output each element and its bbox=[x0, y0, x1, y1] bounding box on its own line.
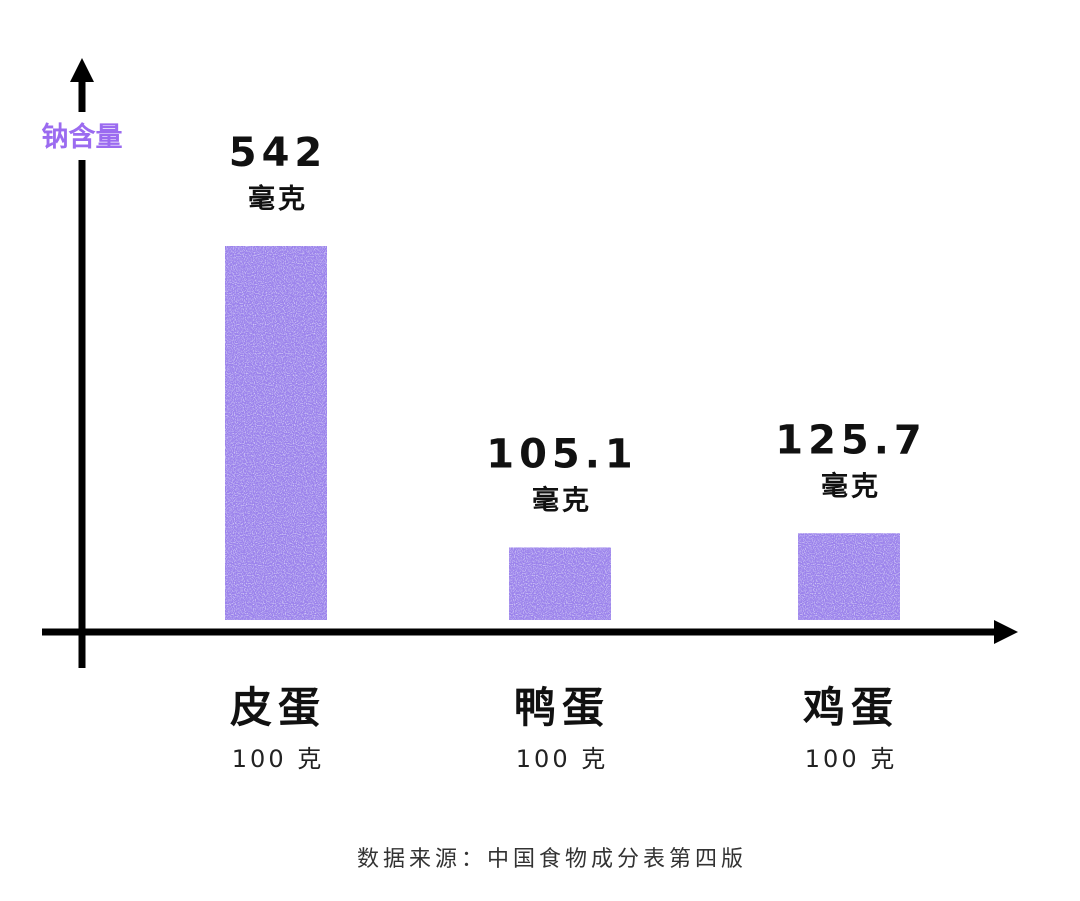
bar-3 bbox=[798, 533, 900, 620]
category-label-2: 鸭蛋 bbox=[514, 683, 610, 732]
data-source: 数据来源：中国食物成分表第四版 bbox=[357, 847, 747, 872]
category-label-3: 鸡蛋 bbox=[803, 683, 899, 732]
bar-unit-label-2: 毫克 bbox=[532, 484, 592, 516]
bars bbox=[225, 246, 900, 620]
y-axis-label: 钠含量 bbox=[42, 121, 123, 153]
labels: 毫克 542 皮蛋 100 克 毫克 105.1 鸭蛋 100 克 毫克 125.7 鸡蛋 100 克 bbox=[229, 130, 927, 773]
y-axis-arrow bbox=[70, 58, 94, 82]
category-sublabel-1: 100 克 bbox=[232, 745, 324, 773]
category-sublabel-2: 100 克 bbox=[516, 745, 608, 773]
category-sublabel-3: 100 克 bbox=[805, 745, 897, 773]
bar-1 bbox=[225, 246, 327, 620]
bar-unit-label-1: 毫克 bbox=[248, 183, 308, 215]
bar-value-label-2: 105.1 bbox=[486, 431, 638, 477]
bar-value-label-1: 542 bbox=[229, 130, 328, 176]
x-axis-arrow bbox=[994, 620, 1018, 644]
bar-2 bbox=[509, 547, 611, 620]
bar-unit-label-3: 毫克 bbox=[821, 470, 881, 502]
y-axis-label-gap bbox=[70, 112, 94, 160]
category-label-1: 皮蛋 bbox=[230, 683, 326, 732]
bar-value-label-3: 125.7 bbox=[775, 417, 927, 463]
